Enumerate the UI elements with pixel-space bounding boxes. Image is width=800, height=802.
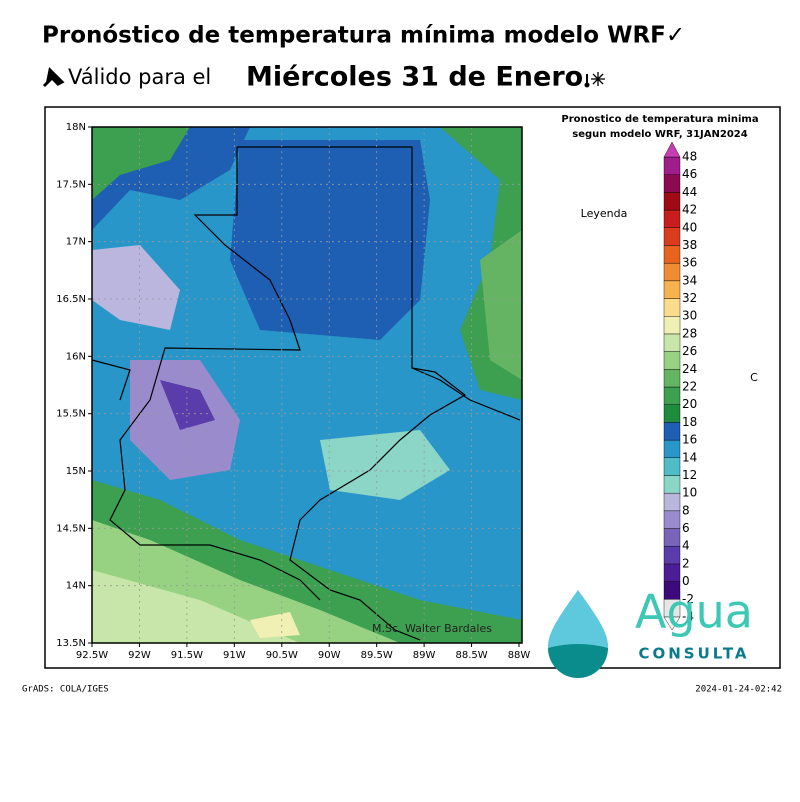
lat-label: 15N [66,466,86,477]
colorbar-label: 0 [682,574,690,588]
credit: M.Sc. Walter Bardales [372,622,492,635]
pin-icon [42,66,65,88]
colorbar-label: 12 [682,468,697,482]
colorbar-label: 40 [682,220,697,234]
footer-right: 2024-01-24-02:42 [695,685,782,695]
colorbar-label: 8 [682,503,690,517]
colorbar-label: 28 [682,326,697,340]
colorbar-above [663,141,681,158]
colorbar-segment [663,386,681,405]
colorbar-segment [663,192,681,211]
lon-label: 92.5W [76,650,108,661]
colorbar-segment [663,227,681,246]
colorbar-label: 30 [682,309,697,323]
lat-label: 16N [66,351,86,362]
colorbar-label: 14 [682,450,697,464]
colorbar-segment [663,439,681,458]
colorbar-label: 38 [682,238,697,252]
colorbar-segment [663,457,681,476]
lat-label: 13.5N [56,638,86,649]
colorbar-below [663,616,681,631]
colorbar-segment [663,262,681,282]
temperature-field [92,127,522,643]
colorbar-label: 2 [682,556,690,570]
colorbar-segment [663,156,681,175]
logo: Agua CONSULTA [548,585,753,678]
lon-label: 89W [413,650,436,661]
colorbar-label: 22 [682,380,697,394]
colorbar-segment [663,209,681,228]
lat-label: 17N [66,237,86,248]
colorbar-label: 44 [682,185,697,199]
colorbar-label: -2 [682,592,694,606]
colorbar-label: 36 [682,256,697,270]
colorbar: -4-2024681012141618202224262830323436384… [663,141,697,631]
title: Pronóstico de temperatura mínima modelo … [42,23,685,49]
colorbar-segment [663,351,681,370]
map-border [91,126,523,644]
colorbar-segment [663,528,681,547]
lon-label: 92W [128,650,151,661]
colorbar-label: 32 [682,291,697,305]
colorbar-label: 18 [682,415,697,429]
colorbar-label: 34 [682,273,697,287]
lon-label: 90W [318,650,341,661]
colorbar-segment [663,563,681,582]
logo-tagline: CONSULTA [638,645,749,663]
legend-label: Leyenda [581,207,628,220]
lon-label: 88.5W [455,650,487,661]
colorbar-segment [663,298,681,317]
weather-icons [584,72,605,88]
colorbar-segment [663,316,681,335]
valid-prefix: Válido para el [68,65,211,89]
legend-title-2: segun modelo WRF, 31JAN2024 [572,129,747,140]
lon-label: 91W [223,650,246,661]
footer-left: GrADS: COLA/IGES [22,685,109,695]
colorbar-label: 20 [682,397,697,411]
colorbar-segment [663,369,681,388]
colorbar-label: 24 [682,362,697,376]
lon-label: 90.5W [266,650,298,661]
colorbar-label: 42 [682,203,697,217]
colorbar-segment [663,492,681,512]
colorbar-label: 16 [682,433,697,447]
lon-label: 91.5W [171,650,203,661]
colorbar-label: 4 [682,539,690,553]
lat-label: 17.5N [56,179,86,190]
lat-label: 16.5N [56,294,86,305]
colorbar-segment [663,510,681,529]
unit: C [750,371,758,384]
borders [91,146,521,641]
colorbar-segment [663,475,681,494]
colorbar-segment [663,245,681,264]
colorbar-label: 6 [682,521,690,535]
lat-label: 14N [66,581,86,592]
frame [44,106,781,669]
colorbar-label: -4 [682,610,694,624]
colorbar-segment [663,546,681,565]
colorbar-label: 48 [682,150,697,164]
map-axes: 13.5N 14N 14.5N 15N 15.5N 16N 16.5N 17N 17.5N 18N… [56,122,530,661]
logo-name: Agua [635,585,753,639]
colorbar-segment [663,422,681,441]
lon-label: 89.5W [361,650,393,661]
colorbar-segment [663,333,681,352]
colorbar-segment [663,280,681,299]
lat-label: 14.5N [56,523,86,534]
lat-label: 18N [66,122,86,133]
valid-date: Miércoles 31 de Enero [246,62,583,93]
colorbar-label: 26 [682,344,697,358]
colorbar-segment [663,404,681,423]
legend-title-1: Pronostico de temperatura minima [561,114,758,125]
lat-label: 15.5N [56,409,86,420]
lon-label: 88W [508,650,531,661]
colorbar-segment [663,174,681,193]
colorbar-label: 10 [682,486,697,500]
colorbar-label: 46 [682,167,697,181]
